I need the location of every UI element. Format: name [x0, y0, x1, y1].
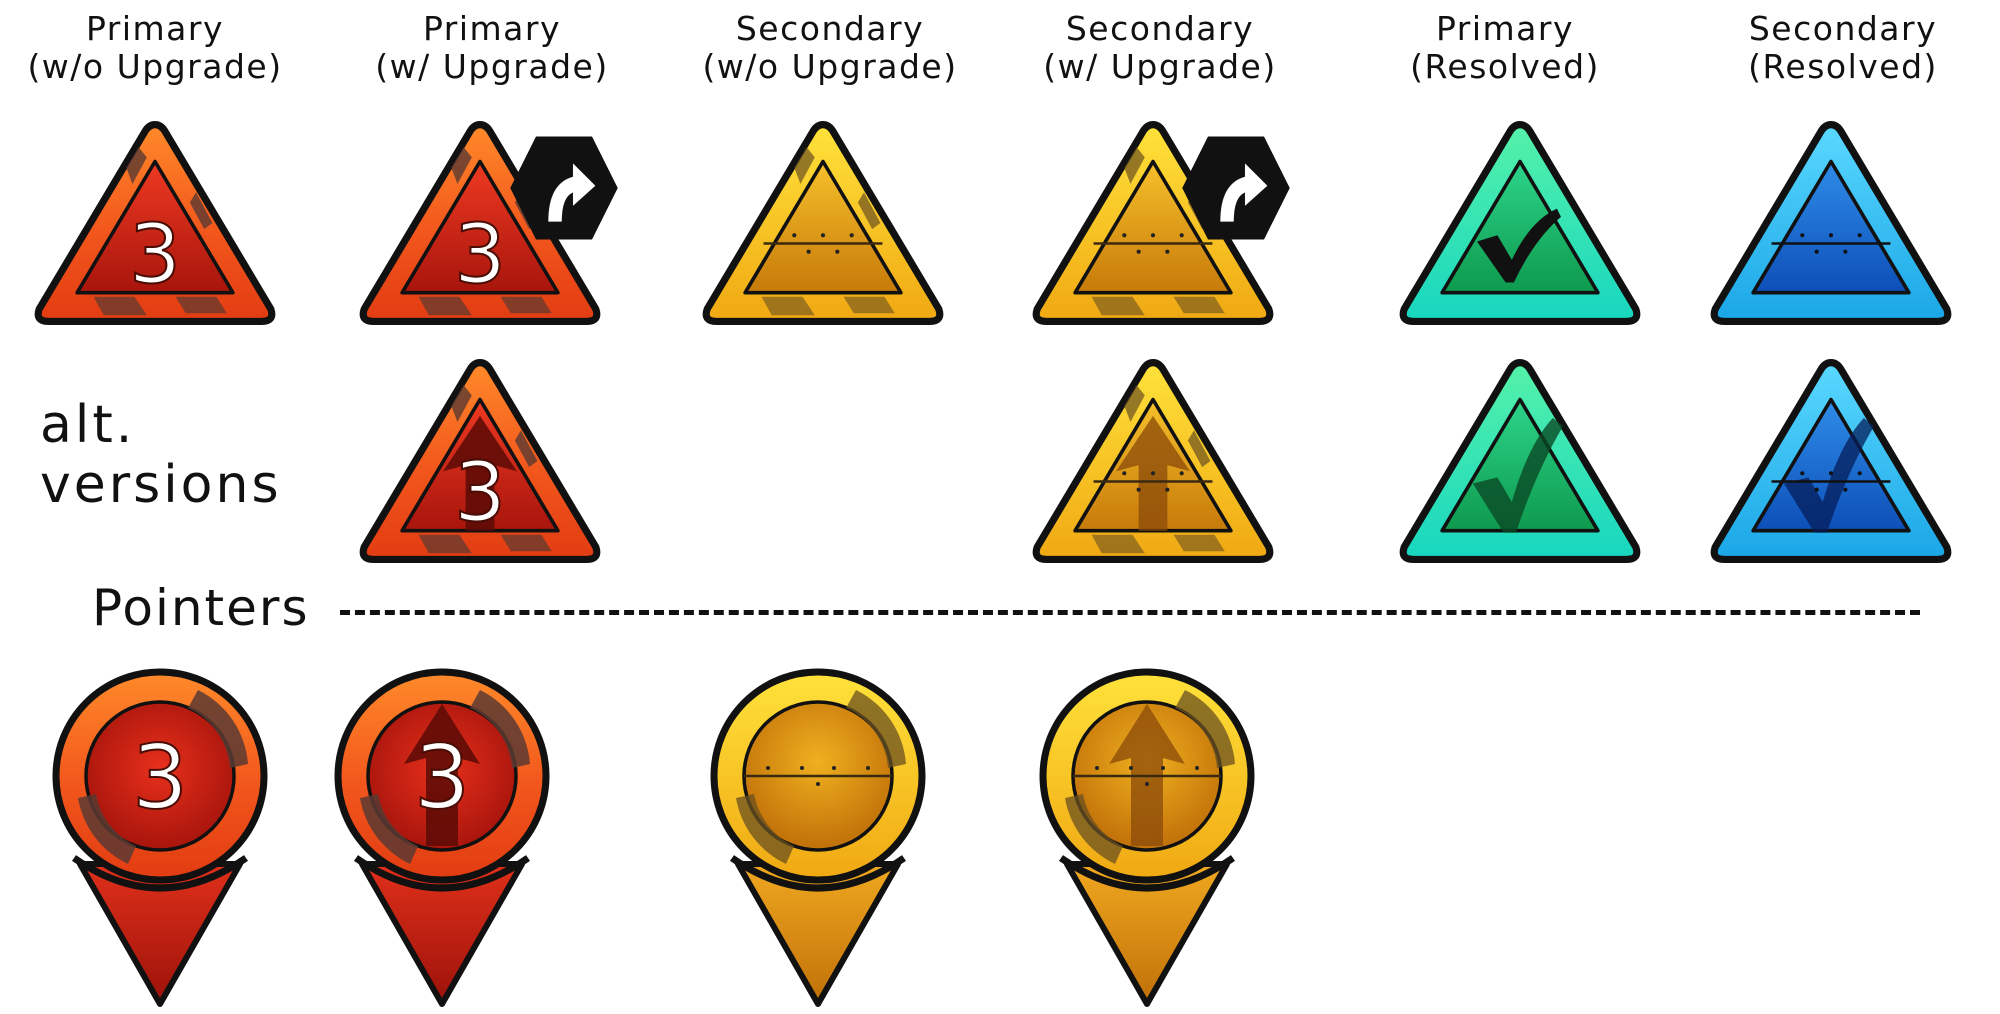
column-label-line1: Secondary: [735, 9, 925, 48]
pointers-heading: Pointers: [92, 579, 310, 637]
primary-number-icon: 3: [34, 121, 276, 325]
column-label-line2: (w/o Upgrade): [27, 47, 283, 86]
secondary-alt-arrow-icon: [1032, 359, 1274, 563]
primary-number-text: 3: [132, 726, 188, 829]
column-label-line2: (w/ Upgrade): [1043, 47, 1277, 86]
column-label-line2: (Resolved): [1748, 47, 1938, 86]
column-label-primary-upgrade: Primary (w/ Upgrade): [322, 10, 662, 86]
secondary-icon: [702, 121, 944, 325]
column-label-line1: Primary: [85, 9, 225, 48]
pointers-divider: [340, 610, 1920, 615]
secondary-resolved-icon: [1710, 121, 1952, 325]
secondary-resolved-alt-check-icon: [1710, 359, 1952, 563]
primary-number-text: 3: [454, 207, 506, 302]
primary-pointer-arrow-icon: 3: [334, 668, 550, 1007]
upgrade-badge-icon: [510, 136, 618, 240]
column-label-primary-resolved: Primary (Resolved): [1335, 10, 1675, 86]
column-label-line2: (w/o Upgrade): [702, 47, 958, 86]
column-label-line1: Secondary: [1065, 9, 1255, 48]
column-label-secondary-no-upgrade: Secondary (w/o Upgrade): [660, 10, 1000, 86]
primary-number-text: 3: [454, 445, 506, 540]
primary-pointer-number-icon: 3: [52, 668, 268, 1007]
column-label-line1: Primary: [1435, 9, 1575, 48]
alt-label-line1: alt.: [40, 395, 136, 455]
upgrade-badge-icon: [1182, 136, 1290, 240]
alt-versions-label: alt. versions: [40, 395, 282, 515]
column-label-line2: (w/ Upgrade): [375, 47, 609, 86]
alt-label-line2: versions: [40, 455, 282, 515]
secondary-upgrade-icon: [1032, 121, 1274, 325]
column-label-secondary-resolved: Secondary (Resolved): [1673, 10, 2000, 86]
primary-number-text: 3: [414, 726, 470, 829]
primary-resolved-alt-check-icon: [1399, 359, 1641, 563]
secondary-pointer-icon: [710, 668, 926, 1007]
primary-resolved-check-icon: [1399, 121, 1641, 325]
column-label-secondary-upgrade: Secondary (w/ Upgrade): [990, 10, 1330, 86]
primary-number-text: 3: [129, 207, 181, 302]
column-label-line2: (Resolved): [1410, 47, 1600, 86]
column-label-line1: Secondary: [1748, 9, 1938, 48]
column-label-line1: Primary: [422, 9, 562, 48]
primary-alt-arrow-icon: 3: [359, 359, 601, 563]
secondary-pointer-arrow-icon: [1039, 668, 1255, 1007]
column-label-primary-no-upgrade: Primary (w/o Upgrade): [0, 10, 325, 86]
